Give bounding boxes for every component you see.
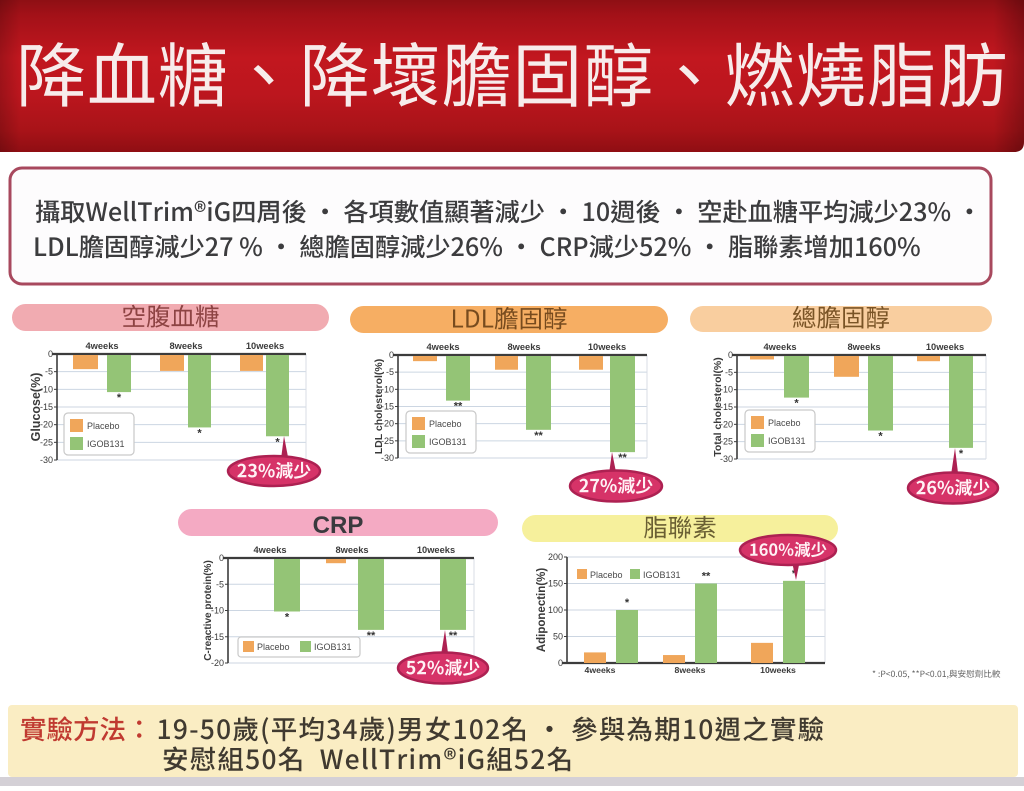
svg-text:**: **: [534, 430, 543, 442]
svg-text:0: 0: [389, 350, 394, 360]
svg-text:-20: -20: [720, 419, 733, 429]
svg-text:IGOB131: IGOB131: [87, 439, 125, 449]
svg-text:*: *: [117, 392, 122, 404]
svg-text:100: 100: [548, 605, 563, 615]
svg-text:IGOB131: IGOB131: [768, 436, 806, 446]
svg-text:IGOB131: IGOB131: [314, 642, 352, 652]
svg-text:8weeks: 8weeks: [169, 341, 202, 351]
svg-text:150: 150: [548, 579, 563, 589]
svg-text:-15: -15: [381, 402, 394, 412]
svg-text:C-reactive protein(%): C-reactive protein(%): [203, 560, 214, 661]
svg-text:-5: -5: [386, 367, 394, 377]
svg-text:-15: -15: [720, 402, 733, 412]
svg-text:4weeks: 4weeks: [426, 342, 459, 352]
svg-text:4weeks: 4weeks: [85, 341, 118, 351]
svg-text:-20: -20: [381, 419, 394, 429]
svg-text:10weeks: 10weeks: [417, 545, 455, 555]
svg-text:*: *: [285, 612, 290, 624]
svg-text:10weeks: 10weeks: [926, 342, 964, 352]
svg-text:0: 0: [219, 553, 224, 563]
svg-text:*: *: [275, 436, 280, 448]
svg-text:*: *: [792, 568, 797, 580]
svg-text:-5: -5: [216, 579, 224, 589]
svg-text:-25: -25: [40, 437, 53, 447]
svg-text:**: **: [618, 452, 627, 464]
svg-text:-10: -10: [720, 385, 733, 395]
svg-text:8weeks: 8weeks: [675, 665, 706, 675]
svg-text:-10: -10: [40, 384, 53, 394]
svg-text:-30: -30: [381, 453, 394, 463]
svg-text:Placebo: Placebo: [87, 421, 120, 431]
svg-text:0: 0: [48, 349, 53, 359]
svg-text:**: **: [449, 630, 458, 642]
svg-text:IGOB131: IGOB131: [643, 570, 681, 580]
svg-text:-30: -30: [720, 454, 733, 464]
svg-text:-15: -15: [40, 402, 53, 412]
svg-text:**: **: [367, 630, 376, 642]
svg-text:10weeks: 10weeks: [246, 341, 284, 351]
svg-text:IGOB131: IGOB131: [429, 437, 467, 447]
svg-text:8weeks: 8weeks: [507, 342, 540, 352]
svg-text:**: **: [454, 401, 463, 413]
svg-text:Adiponectin(%): Adiponectin(%): [536, 568, 548, 652]
svg-text:*: *: [625, 597, 630, 609]
svg-text:-10: -10: [211, 606, 224, 616]
svg-text:-5: -5: [45, 367, 53, 377]
svg-text:Placebo: Placebo: [429, 419, 462, 429]
svg-text:-20: -20: [40, 420, 53, 430]
svg-text:*: *: [197, 427, 202, 439]
svg-text:Glucose(%): Glucose(%): [29, 373, 43, 442]
svg-text:CRP: CRP: [313, 512, 364, 539]
svg-text:8weeks: 8weeks: [847, 342, 880, 352]
svg-text:10weeks: 10weeks: [760, 665, 796, 675]
svg-text:50: 50: [553, 632, 563, 642]
svg-text:Placebo: Placebo: [257, 642, 290, 652]
svg-text:**: **: [702, 571, 711, 583]
svg-text:Placebo: Placebo: [768, 418, 801, 428]
svg-text:LDL cholesterol(%): LDL cholesterol(%): [373, 359, 385, 454]
svg-text:4weeks: 4weeks: [585, 665, 616, 675]
svg-text:10weeks: 10weeks: [588, 342, 626, 352]
svg-text:-20: -20: [211, 658, 224, 668]
svg-text:-25: -25: [381, 436, 394, 446]
svg-text:-5: -5: [725, 367, 733, 377]
svg-text:0: 0: [728, 350, 733, 360]
svg-text:4weeks: 4weeks: [763, 342, 796, 352]
svg-text:Placebo: Placebo: [590, 570, 623, 580]
svg-text:8weeks: 8weeks: [335, 545, 368, 555]
svg-text:-15: -15: [211, 632, 224, 642]
svg-text:*: *: [959, 448, 964, 460]
svg-text:*: *: [878, 431, 883, 443]
svg-text:Total cholesterol(%): Total cholesterol(%): [712, 357, 724, 457]
svg-text:-10: -10: [381, 384, 394, 394]
svg-text:4weeks: 4weeks: [253, 545, 286, 555]
svg-text:-25: -25: [720, 437, 733, 447]
svg-text:200: 200: [548, 552, 563, 562]
svg-text:-30: -30: [40, 455, 53, 465]
svg-text:0: 0: [558, 658, 563, 668]
svg-text:*: *: [794, 398, 799, 410]
